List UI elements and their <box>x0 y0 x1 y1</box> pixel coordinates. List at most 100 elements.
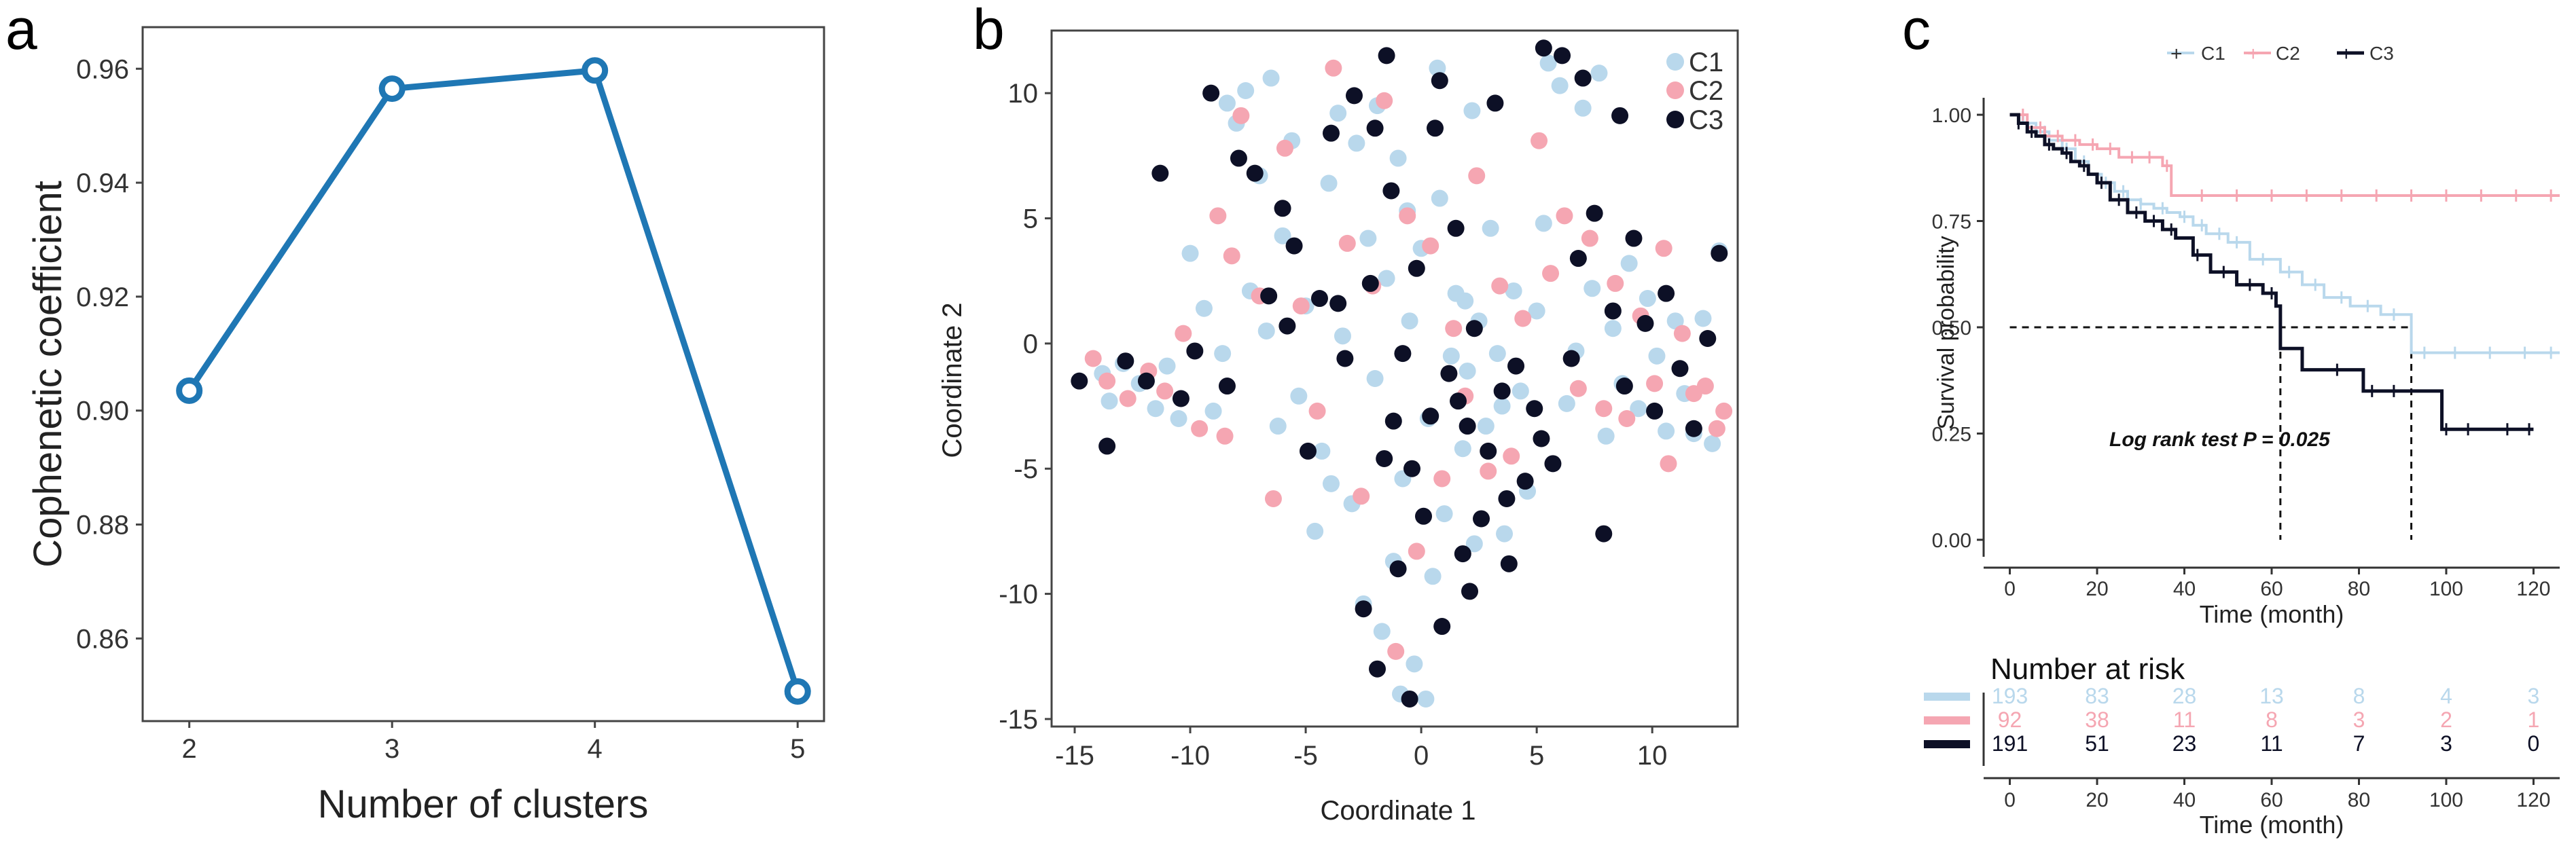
scatter-point-c2 <box>1480 462 1497 480</box>
scatter-point-c3 <box>1355 600 1372 618</box>
x-tick-label: 0 <box>2004 578 2016 600</box>
scatter-point-c1 <box>1558 395 1575 412</box>
scatter-point-c2 <box>1696 378 1714 395</box>
scatter-point-c3 <box>1625 230 1643 247</box>
risk-count-c1: 193 <box>1992 684 2028 708</box>
scatter-point-c1 <box>1597 427 1615 445</box>
scatter-point-c3 <box>1389 560 1407 578</box>
km-legend-c3-label: C3 <box>2369 43 2394 64</box>
scatter-point-c3 <box>1433 618 1451 636</box>
scatter-point-c3 <box>1274 200 1291 217</box>
scatter-point-c2 <box>1422 237 1439 255</box>
scatter-point-c1 <box>1551 77 1569 94</box>
scatter-point-c1 <box>1435 505 1453 523</box>
scatter-point-c1 <box>1181 244 1199 262</box>
legend-c1-marker <box>1666 53 1684 71</box>
legend-c2-swatch-cross: + <box>2247 43 2259 65</box>
risk-x-tick-label: 40 <box>2173 789 2196 811</box>
scatter-point-c3 <box>1516 473 1534 490</box>
scatter-point-c1 <box>1334 327 1351 345</box>
scatter-point-c3 <box>1480 442 1497 460</box>
scatter-point-c2 <box>1387 642 1405 660</box>
scatter-point-c2 <box>1175 325 1192 342</box>
panel-a-x-label: Number of clusters <box>318 782 649 826</box>
scatter-point-c3 <box>1586 204 1603 222</box>
scatter-point-c3 <box>1278 317 1296 335</box>
scatter-point-c2 <box>1399 207 1416 225</box>
scatter-point-c3 <box>1493 382 1511 400</box>
scatter-point-c1 <box>1204 402 1222 420</box>
scatter-point-c3 <box>1711 244 1728 262</box>
scatter-point-c3 <box>1230 149 1247 167</box>
scatter-point-c1 <box>1378 270 1395 287</box>
panel-b-plot-frame <box>1050 29 1739 728</box>
scatter-point-c1 <box>1417 690 1435 708</box>
scatter-point-c2 <box>1715 402 1733 420</box>
scatter-point-c1 <box>1262 69 1280 87</box>
scatter-point-c2 <box>1216 427 1234 445</box>
scatter-point-c3 <box>1202 84 1220 102</box>
scatter-point-c3 <box>1535 39 1552 57</box>
data-point <box>176 377 203 404</box>
risk-count-c2: 1 <box>2528 708 2540 732</box>
scatter-point-c3 <box>1361 274 1379 292</box>
km-legend-c1-label: C1 <box>2201 43 2225 64</box>
risk-count-c3: 11 <box>2260 731 2283 756</box>
x-tick-label: 5 <box>1529 741 1544 771</box>
panel-b-y-label: Coordinate 2 <box>937 302 967 458</box>
line-segment <box>592 67 801 695</box>
scatter-point-c1 <box>1648 347 1666 365</box>
scatter-point-c3 <box>1345 87 1363 105</box>
scatter-point-c3 <box>1329 295 1347 312</box>
scatter-point-c3 <box>1507 357 1525 375</box>
scatter-point-c3 <box>1218 378 1236 395</box>
scatter-point-c3 <box>1671 360 1689 378</box>
scatter-point-c1 <box>1424 568 1442 585</box>
scatter-point-c1 <box>1620 255 1638 272</box>
scatter-point-c3 <box>1486 94 1504 112</box>
scatter-point-c1 <box>1442 347 1460 365</box>
scatter-point-c3 <box>1408 259 1425 277</box>
scatter-point-c2 <box>1655 240 1672 257</box>
panel-a: 0.86 0.88 0.90 0.92 0.94 0.96 2 3 4 5 Number of … <box>26 26 825 826</box>
scatter-point-c3 <box>1500 555 1518 572</box>
scatter-point-c1 <box>1147 400 1164 418</box>
scatter-point-c2 <box>1408 543 1425 560</box>
scatter-point-c1 <box>1290 387 1308 405</box>
scatter-point-c1 <box>1630 400 1647 418</box>
scatter-point-c1 <box>1237 81 1255 99</box>
panel-a-y-label: Cophenetic coefficient <box>26 181 70 568</box>
scatter-point-c1 <box>1195 299 1213 317</box>
scatter-point-c3 <box>1098 437 1116 455</box>
scatter-point-c3 <box>1378 47 1395 65</box>
y-tick-label: 0.96 <box>76 54 129 84</box>
scatter-point-c1 <box>1604 320 1622 337</box>
y-tick-label: 10 <box>1008 79 1039 109</box>
risk-x-tick-label: 60 <box>2260 789 2283 811</box>
scatter-point-c1 <box>1639 290 1656 308</box>
scatter-point-c2 <box>1569 380 1587 397</box>
y-tick-label: -5 <box>1014 454 1038 484</box>
scatter-point-c1 <box>1366 370 1384 387</box>
panel-b-points <box>1071 39 1733 708</box>
scatter-point-c2 <box>1607 274 1624 292</box>
scatter-point-c3 <box>1384 412 1402 430</box>
legend-c2-label: C2 <box>1689 76 1723 106</box>
scatter-point-c2 <box>1445 320 1463 337</box>
scatter-point-c3 <box>1382 182 1400 200</box>
risk-count-c3: 0 <box>2528 731 2540 756</box>
scatter-point-c3 <box>1533 430 1550 447</box>
scatter-point-c2 <box>1119 390 1137 407</box>
scatter-point-c1 <box>1463 102 1481 120</box>
x-tick-label: 10 <box>1637 741 1668 771</box>
y-tick-label: 0.94 <box>76 168 129 198</box>
scatter-point-c1 <box>1389 149 1407 167</box>
scatter-point-c1 <box>1454 440 1471 458</box>
x-tick-label: -15 <box>1055 741 1094 771</box>
panel-b-y-ticks: -15 -10 -5 0 5 10 <box>999 79 1052 735</box>
risk-count-c3: 51 <box>2085 731 2109 756</box>
scatter-point-c2 <box>1503 447 1520 465</box>
scatter-point-c1 <box>1666 312 1684 330</box>
scatter-point-c2 <box>1209 207 1227 225</box>
